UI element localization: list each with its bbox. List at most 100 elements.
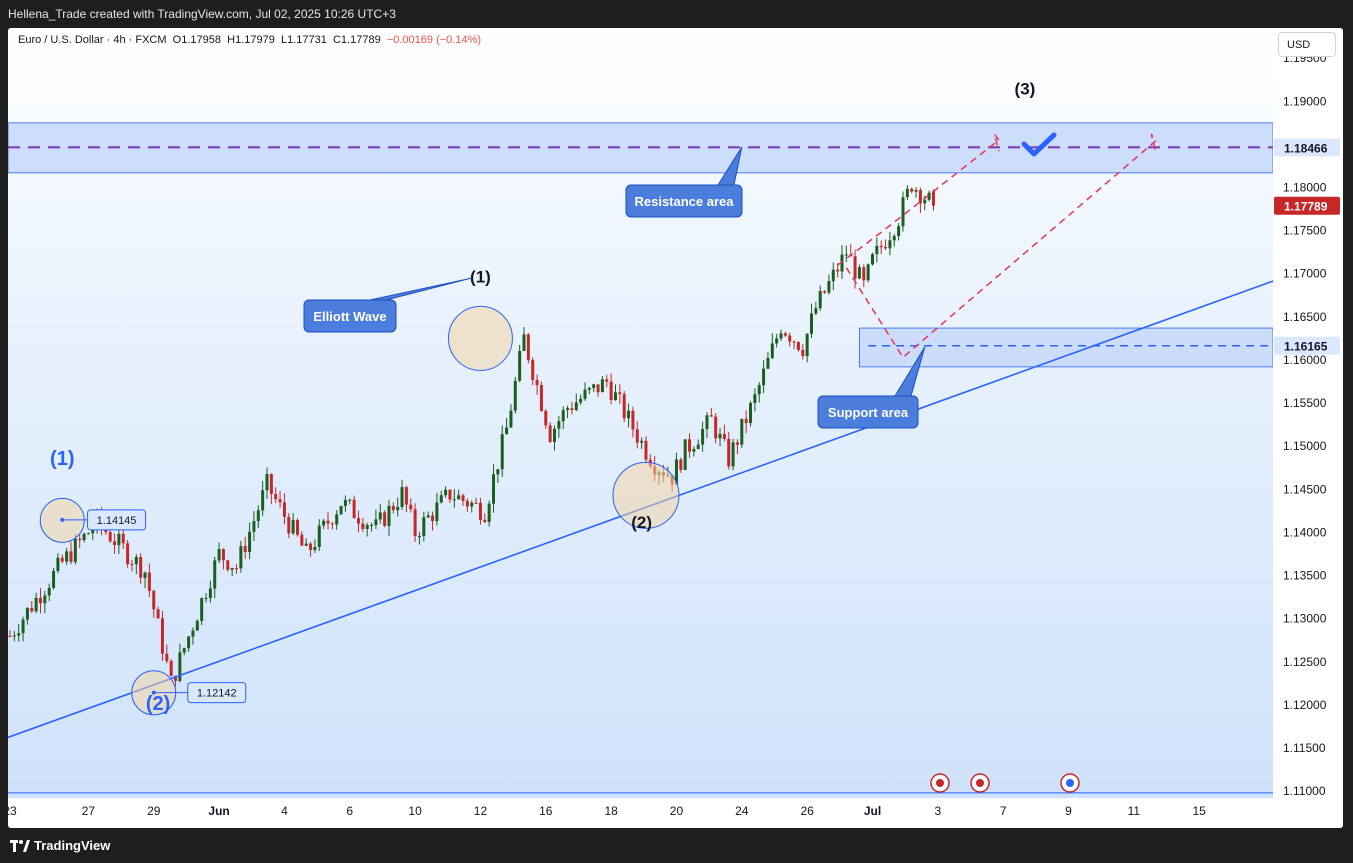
candle-body — [435, 502, 439, 522]
y-tick-label: 1.17500 — [1283, 224, 1327, 238]
candle-body — [413, 509, 417, 537]
candle-body — [866, 264, 870, 281]
resistance-price-marker-box — [1274, 138, 1340, 157]
x-tick-label: Jun — [208, 804, 229, 818]
x-tick-label: 18 — [604, 804, 618, 818]
time-axis[interactable] — [8, 798, 1273, 828]
symbol-name[interactable]: Euro / U.S. Dollar · 4h · FXCM — [18, 34, 167, 46]
candle-body — [65, 551, 69, 562]
candle-body — [509, 410, 513, 428]
candle-body — [766, 357, 770, 369]
chart-attribution: Hellena_Trade created with TradingView.c… — [0, 0, 1353, 28]
candle-body — [714, 416, 718, 439]
currency-selector[interactable]: USD — [1278, 32, 1336, 57]
candle-body — [461, 495, 465, 501]
candle-body — [195, 620, 199, 631]
candle-body — [705, 415, 709, 429]
wave-circle — [447, 305, 513, 371]
x-tick-label: 23 — [8, 804, 17, 818]
x-tick-label: 12 — [474, 804, 488, 818]
candle-body — [187, 636, 191, 649]
candle-body — [836, 269, 840, 272]
candle-body — [130, 564, 134, 566]
candle-body — [692, 448, 696, 452]
price-label-anchor — [151, 690, 156, 695]
candle-body — [644, 440, 648, 460]
candle-body — [465, 500, 469, 507]
candle-body — [86, 533, 90, 535]
candle-body — [640, 440, 644, 443]
candle-body — [635, 429, 639, 443]
candle-body — [892, 236, 896, 241]
candle-body — [160, 618, 164, 654]
candle-body — [52, 570, 56, 588]
tradingview-logo[interactable]: TradingView — [10, 838, 110, 853]
candle-body — [165, 653, 169, 662]
wave-label: (2) — [146, 693, 170, 715]
support-price-marker-text: 1.16165 — [1284, 340, 1328, 354]
candle-body — [583, 389, 587, 399]
callout-pointer — [369, 277, 472, 301]
candle-body — [47, 587, 51, 596]
candle-body — [844, 254, 848, 256]
candle-body — [923, 199, 927, 204]
candle-body — [535, 379, 539, 386]
x-tick-label: 4 — [281, 804, 288, 818]
candle-body — [688, 439, 692, 452]
candle-body — [431, 515, 435, 522]
candle-body — [753, 394, 757, 403]
candle-body — [779, 333, 783, 339]
candle-body — [248, 531, 252, 553]
candle-body — [208, 588, 212, 599]
candle-body — [409, 504, 413, 510]
callout-box — [817, 395, 919, 429]
candle-body — [731, 442, 735, 467]
candle-body — [417, 536, 421, 538]
candle-body — [113, 541, 117, 546]
candle-body — [121, 533, 125, 544]
candle-body — [374, 519, 378, 526]
candle-body — [727, 438, 731, 467]
candle-body — [17, 633, 21, 636]
candle-body — [326, 520, 330, 524]
candle-body — [596, 384, 600, 393]
candle-body — [674, 459, 678, 485]
candle-body — [274, 494, 278, 500]
candle-body — [191, 630, 195, 637]
candle-body — [352, 499, 356, 519]
candle-body — [927, 192, 931, 200]
x-tick-label: 15 — [1193, 804, 1207, 818]
candle-body — [609, 381, 613, 401]
callout-box — [303, 299, 397, 333]
candle-body — [814, 308, 818, 314]
candle-body — [888, 240, 892, 249]
candle-body — [169, 661, 173, 676]
candle-body — [226, 560, 230, 570]
candle-body — [757, 385, 761, 395]
candle-body — [448, 489, 452, 500]
footer-brand: TradingView — [34, 838, 111, 853]
candle-body — [526, 334, 530, 360]
candle-body — [744, 418, 748, 424]
x-tick-label: 26 — [800, 804, 814, 818]
candle-body — [709, 415, 713, 417]
candle-body — [701, 428, 705, 445]
candle-body — [60, 557, 64, 562]
candle-body — [126, 543, 130, 565]
economic-event-icon-dot — [1066, 779, 1074, 787]
last-price-marker-text: 1.17789 — [1284, 200, 1328, 214]
candle-body — [897, 226, 901, 237]
candle-body — [43, 595, 47, 604]
candle-body — [365, 525, 369, 529]
candle-body — [478, 502, 482, 520]
candle-body — [605, 379, 609, 382]
price-axis[interactable] — [1273, 28, 1343, 828]
y-tick-label: 1.13000 — [1283, 612, 1327, 626]
candle-body — [496, 469, 500, 475]
candle-body — [291, 519, 295, 534]
candle-body — [217, 549, 221, 561]
candle-body — [34, 597, 38, 612]
candle-body — [278, 499, 282, 503]
candle-body — [300, 534, 304, 546]
tradingview-icon — [10, 839, 30, 852]
